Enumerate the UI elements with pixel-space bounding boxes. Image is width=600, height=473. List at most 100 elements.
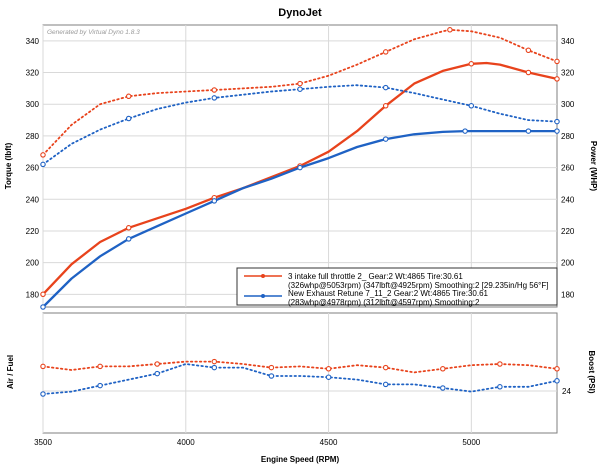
data-point xyxy=(525,69,532,76)
power-tick-labels: 180 200 220 240 260 280 300 320 340 xyxy=(561,37,575,299)
chart-legend: 3 intake full throttle 2_ Gear:2 Wt:4865… xyxy=(236,267,558,307)
boost-tick-labels: 24 xyxy=(562,387,571,396)
data-point xyxy=(554,378,560,384)
boost-axis-label: Boost (PSI) xyxy=(587,350,596,393)
legend-label-run-2: New Exhaust Retune 7_11_2 Gear:2 Wt:4865… xyxy=(288,289,489,298)
data-point xyxy=(40,304,46,310)
bottom-gridlines xyxy=(42,313,557,433)
power-tick-label: 340 xyxy=(561,37,575,46)
torque-tick-label: 240 xyxy=(26,195,40,204)
data-point xyxy=(125,115,132,122)
power-tick-label: 280 xyxy=(561,132,575,141)
rpm-tick-label: 4000 xyxy=(177,438,195,447)
data-point xyxy=(525,47,532,54)
torque-tick-label: 280 xyxy=(26,132,40,141)
data-point xyxy=(154,361,160,367)
torque-power-panel: Generated by Virtual Dyno 1.8.3 180 200 22… xyxy=(4,24,598,310)
power-tick-label: 200 xyxy=(561,259,575,268)
data-point xyxy=(297,80,303,87)
data-point xyxy=(440,385,446,391)
power-tick-label: 240 xyxy=(561,195,575,204)
watermark-label: Generated by Virtual Dyno 1.8.3 xyxy=(47,29,140,36)
torque-tick-label: 260 xyxy=(26,164,40,173)
data-point xyxy=(125,225,132,231)
data-point xyxy=(97,363,103,370)
data-point xyxy=(497,384,503,390)
data-point xyxy=(554,128,560,134)
data-point xyxy=(211,87,218,93)
legend-marker-run-2 xyxy=(261,294,265,298)
data-point xyxy=(268,373,275,379)
rpm-tick-label: 5000 xyxy=(462,438,480,447)
power-tick-label: 320 xyxy=(561,69,575,78)
data-point xyxy=(382,364,389,371)
data-point xyxy=(382,136,389,142)
torque-tick-label: 200 xyxy=(26,259,40,268)
data-point xyxy=(40,161,46,168)
series-line xyxy=(42,28,558,156)
legend-detail-run-1: (326whp@5053rpm) (347lbft@4925rpm) Smoot… xyxy=(288,281,548,290)
data-point xyxy=(382,49,389,55)
data-point xyxy=(40,291,46,298)
data-point xyxy=(211,95,218,101)
bottom-plot-area xyxy=(42,312,558,434)
data-point xyxy=(382,381,389,388)
data-point xyxy=(382,103,389,109)
data-point xyxy=(268,364,275,371)
data-point xyxy=(325,374,332,380)
data-point xyxy=(497,361,503,367)
data-point xyxy=(211,198,218,204)
data-point xyxy=(40,363,46,370)
rpm-axis-label: Engine Speed (RPM) xyxy=(261,455,340,464)
legend-entry-run-2: New Exhaust Retune 7_11_2 Gear:2 Wt:4865… xyxy=(244,289,489,307)
top-series-group xyxy=(40,27,560,310)
torque-tick-label: 220 xyxy=(26,227,40,236)
chart-title: DynoJet xyxy=(278,7,322,19)
data-point xyxy=(125,93,132,100)
power-axis-label: Power (WHP) xyxy=(589,141,598,192)
data-point xyxy=(462,128,468,134)
data-point xyxy=(554,58,560,65)
rpm-tick-label: 4500 xyxy=(320,438,338,447)
bottom-series-group xyxy=(40,358,560,397)
data-point xyxy=(297,86,303,92)
series-line xyxy=(42,363,558,395)
legend-box xyxy=(236,267,558,306)
air-fuel-axis-label: Air / Fuel xyxy=(6,355,15,389)
legend-entry-run-1: 3 intake full throttle 2_ Gear:2 Wt:4865… xyxy=(244,272,548,290)
data-point xyxy=(468,61,475,67)
torque-tick-label: 320 xyxy=(26,69,40,78)
data-point xyxy=(154,370,160,377)
series-line xyxy=(41,129,559,309)
torque-tick-label: 300 xyxy=(26,100,40,109)
power-tick-label: 300 xyxy=(561,100,575,109)
power-tick-label: 180 xyxy=(561,290,575,299)
legend-marker-run-1 xyxy=(261,274,265,278)
data-point xyxy=(40,391,46,397)
data-point xyxy=(97,382,103,389)
data-point xyxy=(447,27,453,33)
data-point xyxy=(468,103,475,109)
data-point xyxy=(554,118,560,125)
data-point xyxy=(211,364,218,371)
data-point xyxy=(440,366,446,372)
power-tick-label: 220 xyxy=(561,227,575,236)
torque-tick-label: 340 xyxy=(26,37,40,46)
torque-tick-label: 180 xyxy=(26,290,40,299)
rpm-tick-labels: 3500 4000 4500 5000 xyxy=(34,438,481,447)
boost-tick-label: 24 xyxy=(562,387,571,396)
data-point xyxy=(554,366,560,372)
rpm-tick-label: 3500 xyxy=(34,438,52,447)
legend-detail-run-2: (283whp@4978rpm) (312lbft@4597rpm) Smoot… xyxy=(288,298,480,307)
power-tick-label: 260 xyxy=(561,164,575,173)
data-point xyxy=(211,358,218,365)
torque-axis-label: Torque (lbft) xyxy=(4,142,13,189)
series-line xyxy=(41,61,559,296)
data-point xyxy=(325,366,332,372)
data-point xyxy=(525,128,532,134)
torque-tick-labels: 180 200 220 240 260 280 300 320 340 xyxy=(26,37,40,299)
data-point xyxy=(40,152,46,158)
legend-label-run-1: 3 intake full throttle 2_ Gear:2 Wt:4865… xyxy=(288,272,463,281)
